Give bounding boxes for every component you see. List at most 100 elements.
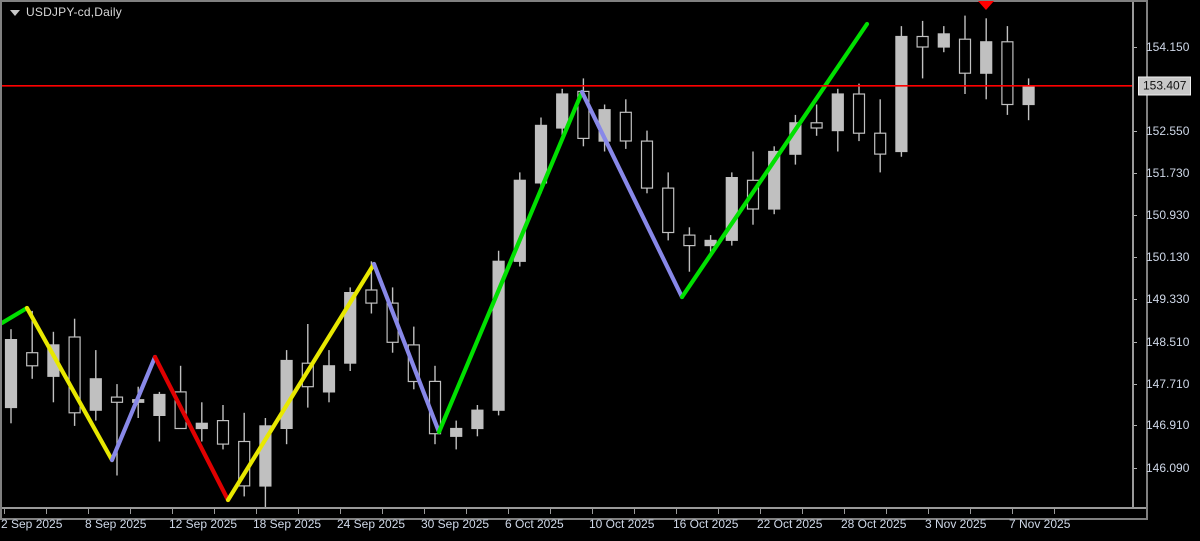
candle (1001, 26, 1014, 115)
time-tick-label: 12 Sep 2025 (169, 517, 238, 531)
price-tick-label: 152.550 (1146, 123, 1190, 138)
time-tick-mark (4, 509, 5, 514)
zigzag-segment (2, 305, 30, 326)
time-tick-mark-minor (46, 509, 47, 514)
price-tick-mark (1132, 468, 1137, 470)
candle (322, 350, 336, 403)
candle (68, 318, 81, 426)
candle (831, 88, 844, 152)
candle (513, 172, 526, 267)
candle (89, 350, 102, 421)
candle (810, 104, 823, 136)
candle (216, 405, 230, 450)
time-tick-label: 16 Oct 2025 (673, 517, 739, 531)
candle-series (4, 15, 1035, 507)
time-tick-mark (928, 509, 929, 514)
candle (683, 227, 696, 272)
time-tick-mark-minor (886, 509, 887, 514)
candle (874, 99, 887, 173)
time-tick-mark (88, 509, 89, 514)
time-tick-mark (508, 509, 509, 514)
price-tick-label: 150.930 (1146, 208, 1190, 223)
price-tick-mark (1132, 173, 1137, 175)
candle (895, 26, 908, 157)
chevron-down-icon[interactable] (10, 10, 20, 16)
price-tick-label: 149.330 (1146, 291, 1190, 306)
candle (852, 83, 866, 142)
time-tick-mark-minor (970, 509, 971, 514)
time-tick-mark-minor (634, 509, 635, 514)
current-price-label[interactable]: 153.407 (1138, 76, 1192, 96)
candle (556, 88, 569, 136)
candle (471, 405, 484, 437)
time-axis[interactable]: 2 Sep 2025 8 Sep 2025 12 Sep 2025 18 Sep 20… (0, 507, 1148, 541)
chart-plot-area[interactable] (2, 2, 1132, 507)
time-tick-mark-minor (550, 509, 551, 514)
price-tick-label: 148.510 (1146, 334, 1190, 349)
zigzag-segment (24, 305, 115, 463)
zigzag-segment (436, 89, 585, 435)
price-tick-label: 154.150 (1146, 40, 1190, 54)
candle (259, 418, 272, 507)
candlestick-svg (2, 15, 1132, 507)
price-tick-mark (1132, 383, 1137, 385)
price-axis[interactable]: 154.150 152.550 151.730 150.930 150.130 149.3… (1132, 2, 1196, 507)
candle (26, 310, 39, 379)
time-tick-mark-minor (802, 509, 803, 514)
chart-title-bar[interactable]: USDJPY-cd,Daily (2, 2, 122, 22)
price-tick-mark (1132, 298, 1137, 300)
zigzag-indicator (2, 21, 870, 503)
sell-marker-icon (978, 1, 995, 10)
candle (577, 78, 590, 147)
candle (662, 172, 675, 241)
time-tick-mark (592, 509, 593, 514)
time-tick-label: 6 Oct 2025 (505, 517, 564, 531)
time-tick-mark-minor (382, 509, 383, 514)
time-axis-line (2, 507, 1146, 509)
candle (492, 250, 505, 416)
price-tick-label: 146.910 (1146, 418, 1190, 433)
candle (958, 15, 972, 94)
price-tick-label: 151.730 (1146, 166, 1190, 181)
candle (640, 130, 654, 194)
zigzag-segment (109, 354, 158, 463)
time-tick-mark (844, 509, 845, 514)
time-tick-label: 30 Sep 2025 (421, 517, 490, 531)
chart-frame (0, 0, 1148, 520)
time-tick-mark-minor (466, 509, 467, 514)
candle (619, 99, 632, 149)
time-tick-mark (424, 509, 425, 514)
time-tick-mark (340, 509, 341, 514)
price-tick-mark (1132, 425, 1137, 427)
time-tick-label: 8 Sep 2025 (85, 517, 147, 531)
candle (450, 420, 463, 450)
time-tick-mark (172, 509, 173, 514)
candle (195, 402, 208, 442)
price-tick-label: 146.090 (1146, 461, 1190, 476)
time-tick-mark (256, 509, 257, 514)
time-tick-mark-minor (718, 509, 719, 514)
price-tick-mark (1132, 215, 1137, 217)
time-tick-mark (676, 509, 677, 514)
time-tick-mark (760, 509, 761, 514)
time-tick-label: 22 Oct 2025 (757, 517, 823, 531)
candle (47, 331, 60, 403)
time-tick-mark-minor (130, 509, 131, 514)
price-tick-mark (1132, 47, 1137, 48)
candle (4, 329, 18, 424)
price-axis-line (1132, 2, 1134, 507)
time-tick-mark-minor (214, 509, 215, 514)
zigzag-segment (579, 89, 685, 300)
price-tick-label: 150.130 (1146, 250, 1190, 265)
zigzag-segment (679, 21, 870, 300)
candle (153, 391, 166, 442)
time-tick-label: 28 Oct 2025 (841, 517, 907, 531)
time-tick-mark-minor (298, 509, 299, 514)
candle (980, 18, 993, 100)
price-tick-label: 147.710 (1146, 376, 1190, 391)
zigzag-segment (225, 261, 377, 503)
candle (110, 384, 124, 476)
candle (937, 26, 950, 53)
time-tick-label: 18 Sep 2025 (253, 517, 322, 531)
